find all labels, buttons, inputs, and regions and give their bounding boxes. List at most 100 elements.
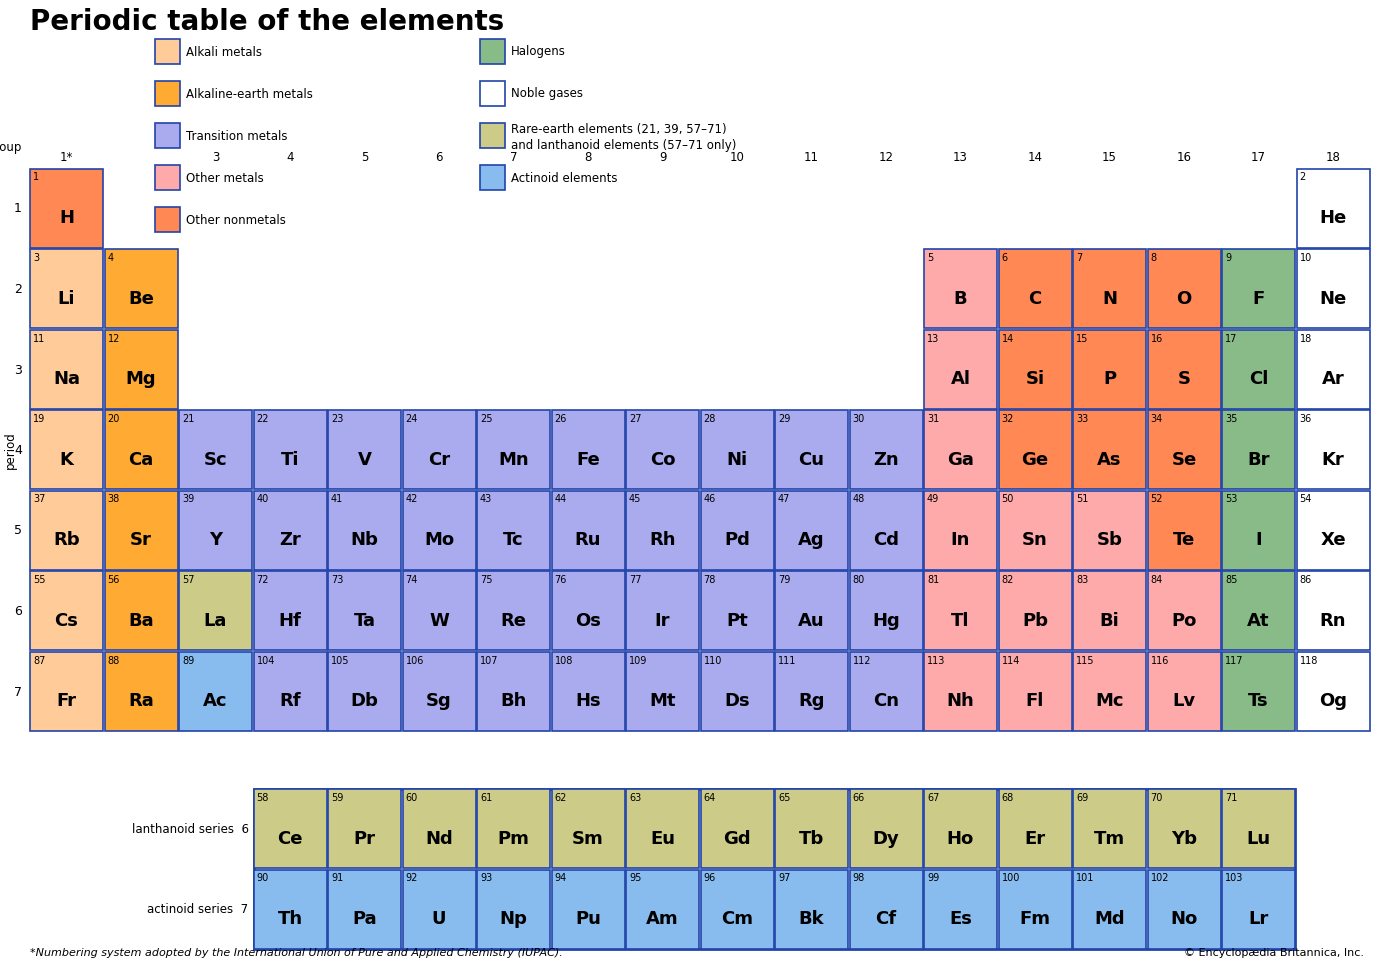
Text: 79: 79: [778, 575, 790, 584]
Text: 14: 14: [1002, 333, 1013, 343]
Text: 70: 70: [1150, 793, 1163, 802]
Text: 81: 81: [927, 575, 940, 584]
Bar: [1073, 330, 1146, 409]
Text: Rf: Rf: [280, 692, 300, 709]
Text: Mc: Mc: [1095, 692, 1124, 709]
Text: 116: 116: [1150, 655, 1169, 665]
Bar: [1222, 330, 1295, 409]
Text: 1: 1: [33, 172, 39, 182]
Bar: [403, 411, 476, 489]
Bar: [775, 491, 848, 570]
Text: 91: 91: [331, 873, 343, 883]
Text: La: La: [203, 611, 227, 629]
Text: Pb: Pb: [1021, 611, 1048, 629]
Text: Be: Be: [129, 290, 154, 308]
Bar: [700, 652, 774, 731]
Bar: [998, 789, 1071, 868]
Bar: [1147, 652, 1221, 731]
Text: Dy: Dy: [873, 829, 900, 847]
Text: 1: 1: [14, 203, 22, 215]
Text: 2: 2: [14, 283, 22, 296]
Text: Mo: Mo: [424, 531, 454, 548]
Bar: [700, 411, 774, 489]
Text: Bh: Bh: [500, 692, 527, 709]
Text: 109: 109: [628, 655, 648, 665]
Bar: [328, 411, 401, 489]
Text: Ag: Ag: [799, 531, 825, 548]
Bar: [253, 411, 327, 489]
Bar: [925, 411, 996, 489]
Text: 12: 12: [108, 333, 120, 343]
Text: 68: 68: [1002, 793, 1013, 802]
Text: 18: 18: [1326, 151, 1341, 164]
Text: Md: Md: [1095, 910, 1125, 927]
Bar: [626, 572, 699, 650]
Text: Rh: Rh: [649, 531, 675, 548]
Text: group: group: [0, 141, 22, 154]
Text: 17: 17: [1225, 333, 1237, 343]
Text: 13: 13: [927, 333, 940, 343]
Text: Cu: Cu: [799, 451, 825, 468]
Text: 55: 55: [33, 575, 46, 584]
Text: 75: 75: [480, 575, 493, 584]
Text: Mt: Mt: [649, 692, 675, 709]
Bar: [1222, 869, 1295, 949]
Text: Y: Y: [209, 531, 221, 548]
Bar: [1073, 411, 1146, 489]
Text: Nh: Nh: [947, 692, 974, 709]
Text: 102: 102: [1150, 873, 1169, 883]
Text: 50: 50: [1002, 494, 1014, 504]
Bar: [1297, 330, 1370, 409]
Text: 76: 76: [555, 575, 567, 584]
Text: 40: 40: [256, 494, 268, 504]
Bar: [700, 572, 774, 650]
Text: Other metals: Other metals: [185, 172, 264, 184]
Bar: [1222, 572, 1295, 650]
Bar: [179, 572, 252, 650]
Text: Hs: Hs: [576, 692, 601, 709]
Text: 98: 98: [853, 873, 865, 883]
Text: 49: 49: [927, 494, 940, 504]
Bar: [1147, 330, 1221, 409]
Bar: [1297, 250, 1370, 328]
Bar: [1222, 250, 1295, 328]
Text: Mn: Mn: [498, 451, 529, 468]
Bar: [1073, 789, 1146, 868]
Text: No: No: [1171, 910, 1197, 927]
Text: Lu: Lu: [1247, 829, 1271, 847]
Text: Ta: Ta: [353, 611, 375, 629]
Text: lanthanoid series  6: lanthanoid series 6: [131, 822, 249, 835]
Text: Ac: Ac: [203, 692, 228, 709]
Text: Rb: Rb: [53, 531, 80, 548]
Text: Br: Br: [1247, 451, 1269, 468]
Text: 107: 107: [480, 655, 498, 665]
Text: Au: Au: [799, 611, 825, 629]
Bar: [253, 789, 1295, 949]
Bar: [1147, 250, 1221, 328]
Text: © Encyclopædia Britannica, Inc.: © Encyclopædia Britannica, Inc.: [1183, 947, 1365, 957]
Bar: [155, 166, 180, 190]
Bar: [1073, 491, 1146, 570]
Text: K: K: [60, 451, 73, 468]
Text: 63: 63: [628, 793, 641, 802]
Text: 17: 17: [1251, 151, 1266, 164]
Text: 39: 39: [183, 494, 194, 504]
Bar: [850, 572, 923, 650]
Text: O: O: [1176, 290, 1192, 308]
Bar: [998, 330, 1071, 409]
Bar: [403, 572, 476, 650]
Bar: [551, 411, 624, 489]
Text: 108: 108: [555, 655, 573, 665]
Bar: [403, 789, 476, 868]
Bar: [850, 652, 923, 731]
Text: 117: 117: [1225, 655, 1243, 665]
Text: 74: 74: [406, 575, 418, 584]
Bar: [551, 572, 624, 650]
Text: 88: 88: [108, 655, 120, 665]
Text: Xe: Xe: [1320, 531, 1345, 548]
Bar: [925, 572, 996, 650]
Text: Na: Na: [53, 370, 80, 388]
Text: 42: 42: [406, 494, 418, 504]
Text: 38: 38: [108, 494, 120, 504]
Bar: [105, 491, 177, 570]
